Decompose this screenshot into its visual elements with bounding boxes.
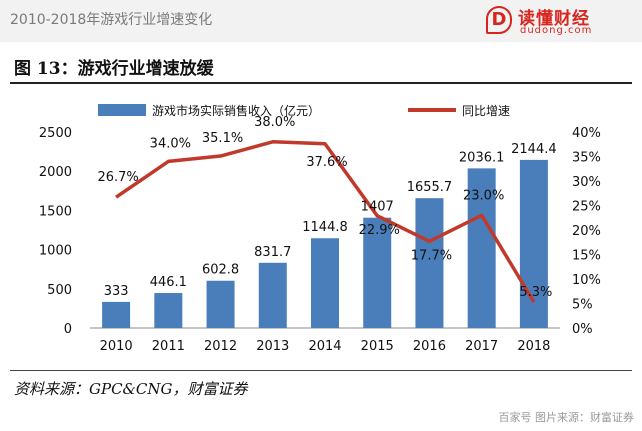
growth-value-label: 37.6% bbox=[306, 155, 347, 170]
y-right-tick-label: 20% bbox=[572, 224, 601, 239]
y-left-tick-label: 1500 bbox=[39, 204, 72, 219]
logo-icon: D bbox=[486, 6, 512, 34]
x-tick-label: 2015 bbox=[361, 339, 394, 354]
chart-legend: 游戏市场实际销售收入（亿元） 同比增速 bbox=[98, 103, 510, 118]
revenue-bar bbox=[311, 238, 339, 328]
revenue-bar bbox=[258, 262, 287, 328]
growth-value-label: 23.0% bbox=[463, 188, 504, 203]
page-title: 2010-2018年游戏行业增速变化 bbox=[10, 12, 213, 28]
revenue-bar bbox=[415, 198, 444, 328]
y-right-tick-label: 15% bbox=[572, 249, 601, 264]
figure-title: 图 13：游戏行业增速放缓 bbox=[14, 59, 214, 79]
growth-value-label: 5.3% bbox=[519, 285, 552, 300]
page-header: 2010-2018年游戏行业增速变化 D 读懂财经 dudong.com bbox=[0, 0, 642, 42]
growth-value-label: 34.0% bbox=[150, 136, 191, 151]
y-left-tick-label: 1000 bbox=[39, 244, 72, 259]
source-note: 资料来源：GPC&CNG，财富证券 bbox=[14, 380, 248, 398]
revenue-bars bbox=[102, 159, 548, 328]
title-divider bbox=[10, 82, 632, 84]
y-right-tick-label: 10% bbox=[572, 273, 601, 288]
bar-value-label: 1144.8 bbox=[302, 220, 348, 235]
bar-value-label: 2036.1 bbox=[459, 150, 505, 165]
x-tick-label: 2012 bbox=[204, 339, 237, 354]
watermark: 百家号 图片来源：财富证券 bbox=[498, 411, 635, 424]
x-tick-label: 2017 bbox=[465, 339, 498, 354]
growth-value-label: 35.1% bbox=[202, 131, 243, 146]
y-left-tick-label: 2500 bbox=[39, 126, 72, 141]
y-left-tick-label: 2000 bbox=[39, 165, 72, 180]
revenue-bar bbox=[519, 159, 548, 328]
y-left-tick-label: 0 bbox=[64, 322, 72, 337]
revenue-bar bbox=[467, 168, 496, 328]
bar-value-label: 831.7 bbox=[254, 245, 291, 260]
x-tick-label: 2018 bbox=[517, 339, 550, 354]
logo-name: 读懂财经 bbox=[518, 9, 590, 29]
bar-value-label: 446.1 bbox=[150, 275, 187, 290]
y-left-tick-label: 500 bbox=[47, 283, 72, 298]
revenue-bar bbox=[154, 293, 183, 328]
growth-value-label: 38.0% bbox=[254, 115, 295, 130]
legend-line-label: 同比增速 bbox=[462, 104, 510, 118]
y-right-tick-label: 40% bbox=[572, 126, 601, 141]
bar-value-label: 1655.7 bbox=[407, 180, 453, 195]
brand-logo[interactable]: D 读懂财经 dudong.com bbox=[486, 4, 636, 38]
growth-value-label: 17.7% bbox=[411, 248, 452, 263]
bar-value-label: 2144.4 bbox=[511, 142, 557, 157]
y-right-tick-label: 5% bbox=[572, 298, 593, 313]
revenue-bar bbox=[363, 217, 392, 328]
legend-bar-label: 游戏市场实际销售收入（亿元） bbox=[152, 103, 320, 118]
data-labels: 333 446.1 602.8 831.7 1144.8 1407 1655.7 2036.1… bbox=[97, 115, 556, 300]
x-tick-label: 2013 bbox=[256, 339, 289, 354]
revenue-bar bbox=[102, 301, 131, 328]
growth-line bbox=[115, 140, 536, 303]
bar-value-label: 602.8 bbox=[202, 263, 239, 278]
growth-value-label: 22.9% bbox=[359, 223, 400, 238]
revenue-bar bbox=[206, 280, 235, 328]
growth-value-label: 26.7% bbox=[97, 170, 138, 185]
y-right-tick-label: 0% bbox=[572, 322, 593, 337]
source-divider bbox=[10, 370, 632, 371]
y-right-tick-label: 35% bbox=[572, 151, 601, 166]
x-tick-label: 2016 bbox=[413, 339, 446, 354]
y-right-tick-label: 25% bbox=[572, 200, 601, 215]
legend-bar-swatch bbox=[98, 104, 146, 116]
bar-value-label: 333 bbox=[104, 284, 129, 299]
x-tick-label: 2010 bbox=[100, 339, 133, 354]
chart-axes: 0 500 1000 1500 2000 2500 0% 5% 10% 15% 20% 25% 30% 3… bbox=[39, 126, 601, 354]
logo-url: dudong.com bbox=[520, 25, 593, 36]
x-tick-label: 2011 bbox=[152, 339, 185, 354]
x-tick-label: 2014 bbox=[308, 339, 341, 354]
y-right-tick-label: 30% bbox=[572, 175, 601, 190]
bar-value-label: 1407 bbox=[361, 200, 394, 215]
